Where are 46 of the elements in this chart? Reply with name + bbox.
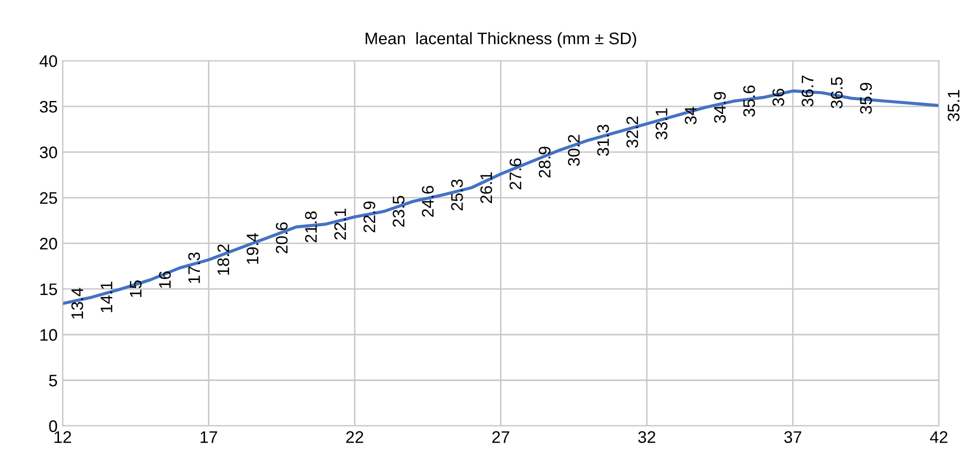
x-tick-label: 42 — [930, 431, 948, 443]
x-tick-label: 27 — [492, 431, 510, 443]
y-tick-label: 0 — [49, 420, 58, 432]
data-label: 34 — [684, 106, 697, 124]
data-label: 27.6 — [510, 158, 522, 190]
data-label: 22.9 — [363, 201, 376, 232]
x-tick-label: 12 — [54, 431, 72, 443]
data-label: 35.6 — [743, 86, 756, 117]
y-tick-label: 30 — [40, 146, 58, 158]
y-tick-label: 40 — [40, 55, 58, 68]
data-label: 36.7 — [802, 76, 814, 107]
y-tick-label: 15 — [40, 284, 58, 296]
y-tick-label: 20 — [40, 238, 58, 250]
data-label: 33.1 — [656, 108, 668, 140]
data-label: 20.6 — [276, 222, 288, 254]
data-label: 35.1 — [948, 90, 960, 122]
data-label: 36.5 — [830, 77, 843, 108]
data-label: 34.9 — [714, 92, 726, 123]
y-tick-label: 25 — [40, 192, 58, 204]
y-tick-label: 5 — [49, 374, 58, 386]
x-tick-label: 32 — [638, 431, 656, 443]
y-tick-label: 10 — [40, 329, 58, 341]
data-label: 14.1 — [100, 282, 112, 312]
data-label: 22.1 — [334, 208, 346, 240]
data-label: 15 — [130, 280, 142, 297]
data-label: 13.4 — [71, 288, 84, 319]
data-label: 32.2 — [626, 116, 638, 148]
x-tick-label: 22 — [346, 431, 364, 443]
data-label: 28.9 — [538, 146, 551, 178]
data-label: 35.9 — [860, 82, 872, 114]
data-label: 36 — [772, 88, 784, 106]
x-tick-label: 17 — [200, 431, 218, 443]
data-label: 23.5 — [392, 196, 404, 227]
data-label: 25.3 — [451, 180, 463, 210]
data-label: 18.2 — [217, 244, 230, 275]
data-label: 30.2 — [568, 134, 580, 166]
data-label: 19.4 — [246, 233, 258, 264]
y-tick-label: 35 — [40, 100, 58, 113]
data-label: 21.8 — [305, 211, 317, 242]
data-label: 31.3 — [597, 124, 609, 156]
data-label: 24.6 — [422, 186, 434, 217]
data-label: 17.3 — [188, 252, 200, 283]
chart-title: Mean lacental Thickness (mm ± SD) — [366, 32, 636, 48]
data-label: 26.1 — [480, 172, 492, 204]
x-tick-label: 37 — [784, 431, 802, 443]
data-label: 16 — [159, 271, 171, 288]
